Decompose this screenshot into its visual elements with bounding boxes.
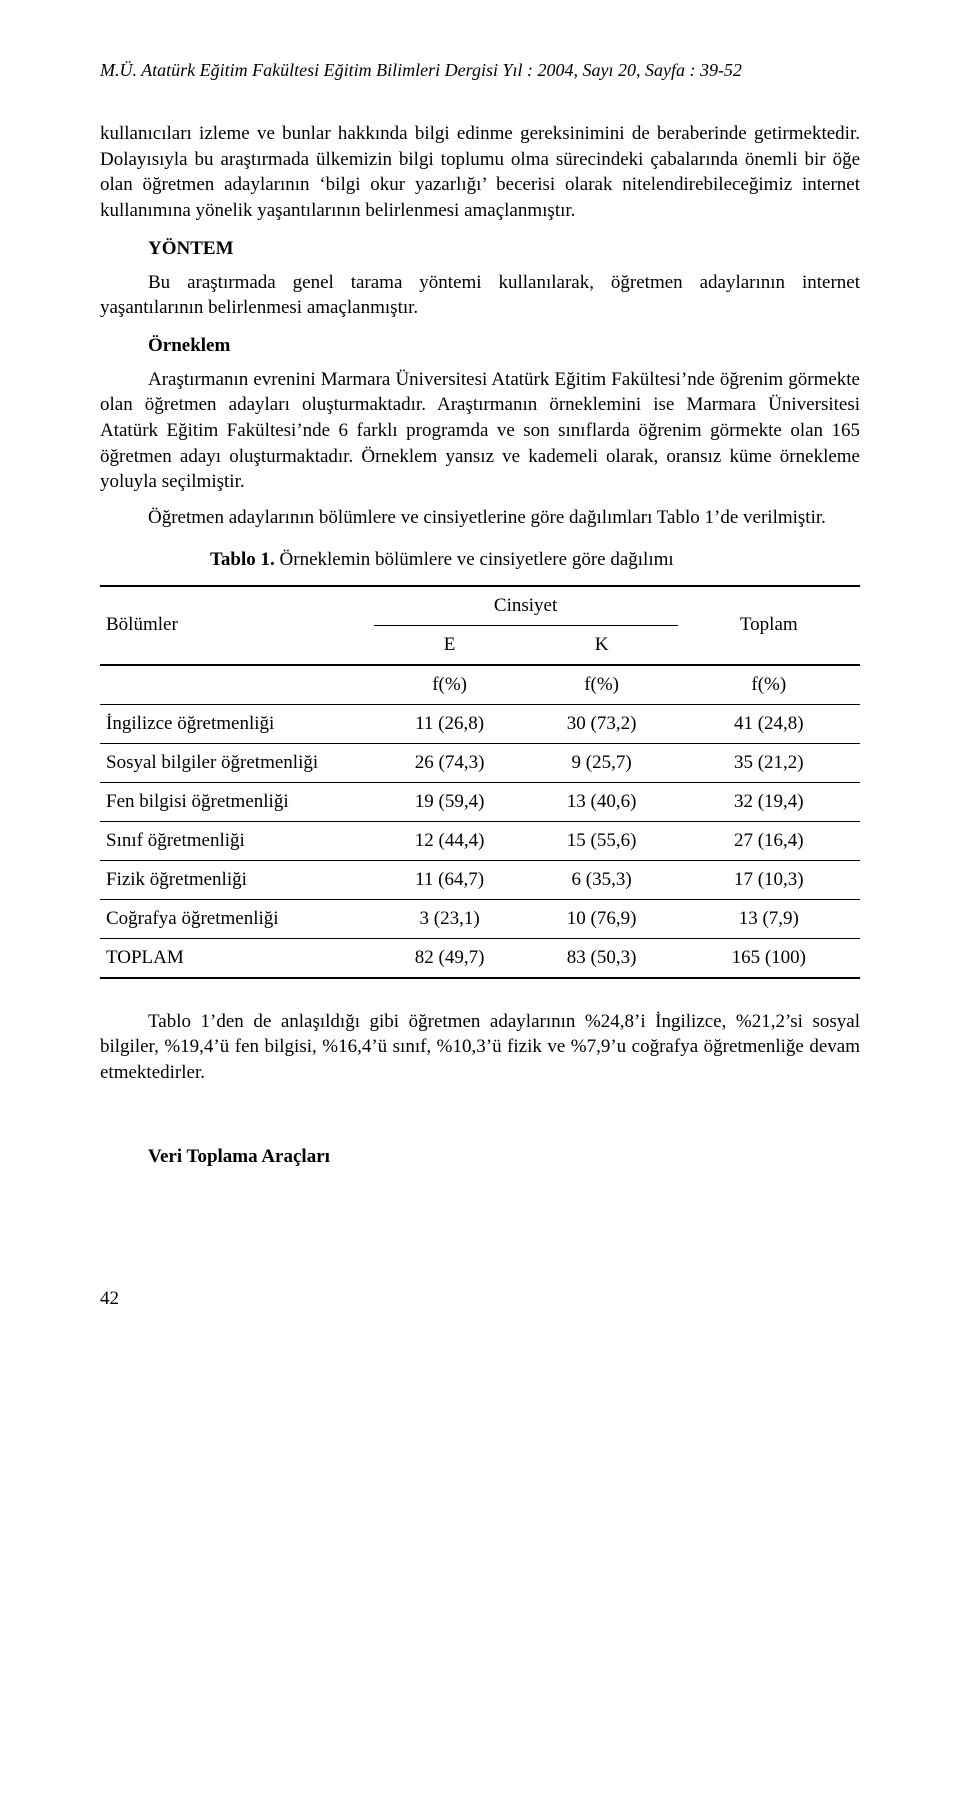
table-row: Sosyal bilgiler öğretmenliği 26 (74,3) 9… <box>100 743 860 782</box>
th-blank <box>100 665 374 705</box>
th-cinsiyet: Cinsiyet <box>374 586 678 626</box>
cell-label: Fen bilgisi öğretmenliği <box>100 782 374 821</box>
cell-t: 13 (7,9) <box>678 899 860 938</box>
cell-e: 12 (44,4) <box>374 821 526 860</box>
cell-label: Sınıf öğretmenliği <box>100 821 374 860</box>
cell-t: 27 (16,4) <box>678 821 860 860</box>
section-head-veri: Veri Toplama Araçları <box>148 1146 860 1168</box>
th-fpct-t: f(%) <box>678 665 860 705</box>
table-caption-text: Örneklemin bölümlere ve cinsiyetlere gör… <box>275 549 674 570</box>
cell-e: 19 (59,4) <box>374 782 526 821</box>
cell-total-k: 83 (50,3) <box>526 938 678 978</box>
section-head-yontem: YÖNTEM <box>148 238 860 260</box>
table-row: Sınıf öğretmenliği 12 (44,4) 15 (55,6) 2… <box>100 821 860 860</box>
paragraph-1: kullanıcıları izleme ve bunlar hakkında … <box>100 121 860 224</box>
cell-e: 26 (74,3) <box>374 743 526 782</box>
table-caption-number: Tablo 1. <box>210 549 275 570</box>
table-row: Fizik öğretmenliği 11 (64,7) 6 (35,3) 17… <box>100 860 860 899</box>
paragraph-5: Tablo 1’den de anlaşıldığı gibi öğretmen… <box>100 1009 860 1086</box>
cell-k: 6 (35,3) <box>526 860 678 899</box>
paragraph-2: Bu araştırmada genel tarama yöntemi kull… <box>100 270 860 321</box>
cell-k: 13 (40,6) <box>526 782 678 821</box>
cell-total-e: 82 (49,7) <box>374 938 526 978</box>
cell-t: 41 (24,8) <box>678 704 860 743</box>
th-fpct-e: f(%) <box>374 665 526 705</box>
data-table: Bölümler Cinsiyet Toplam E K f(%) f(%) f… <box>100 585 860 979</box>
cell-k: 15 (55,6) <box>526 821 678 860</box>
th-toplam: Toplam <box>678 586 860 665</box>
th-e: E <box>374 625 526 665</box>
cell-t: 17 (10,3) <box>678 860 860 899</box>
cell-total-label: TOPLAM <box>100 938 374 978</box>
table-total-row: TOPLAM 82 (49,7) 83 (50,3) 165 (100) <box>100 938 860 978</box>
cell-e: 3 (23,1) <box>374 899 526 938</box>
cell-t: 35 (21,2) <box>678 743 860 782</box>
cell-label: İngilizce öğretmenliği <box>100 704 374 743</box>
cell-label: Coğrafya öğretmenliği <box>100 899 374 938</box>
section-head-orneklem: Örneklem <box>148 335 860 357</box>
cell-k: 10 (76,9) <box>526 899 678 938</box>
cell-e: 11 (26,8) <box>374 704 526 743</box>
table-row: Coğrafya öğretmenliği 3 (23,1) 10 (76,9)… <box>100 899 860 938</box>
table-row: Fen bilgisi öğretmenliği 19 (59,4) 13 (4… <box>100 782 860 821</box>
cell-label: Fizik öğretmenliği <box>100 860 374 899</box>
th-fpct-k: f(%) <box>526 665 678 705</box>
cell-k: 30 (73,2) <box>526 704 678 743</box>
cell-label: Sosyal bilgiler öğretmenliği <box>100 743 374 782</box>
cell-e: 11 (64,7) <box>374 860 526 899</box>
table-caption: Tablo 1. Örneklemin bölümlere ve cinsiye… <box>210 549 860 571</box>
th-bolumler: Bölümler <box>100 586 374 665</box>
th-k: K <box>526 625 678 665</box>
cell-k: 9 (25,7) <box>526 743 678 782</box>
paragraph-4: Öğretmen adaylarının bölümlere ve cinsiy… <box>100 505 860 531</box>
paragraph-3: Araştırmanın evrenini Marmara Üniversite… <box>100 367 860 495</box>
table-row: İngilizce öğretmenliği 11 (26,8) 30 (73,… <box>100 704 860 743</box>
page-number: 42 <box>100 1288 860 1310</box>
journal-header: M.Ü. Atatürk Eğitim Fakültesi Eğitim Bil… <box>100 60 860 81</box>
cell-total-t: 165 (100) <box>678 938 860 978</box>
cell-t: 32 (19,4) <box>678 782 860 821</box>
